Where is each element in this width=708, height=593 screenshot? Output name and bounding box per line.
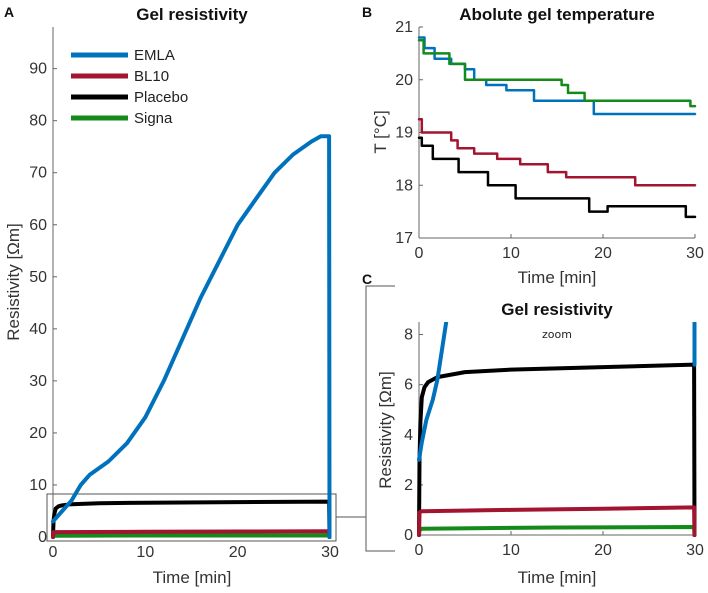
y-tick-label: 70	[29, 165, 47, 182]
x-tick-label: 20	[229, 544, 247, 561]
x-tick-label: 10	[136, 544, 154, 561]
y-tick-label: 60	[29, 217, 47, 234]
y-tick-label: 50	[29, 269, 47, 286]
series-group	[417, 322, 697, 537]
y-tick-label: 80	[29, 113, 47, 130]
chart-a-title: Gel resistivity	[136, 5, 248, 24]
chart-c-xlabel: Time [min]	[518, 568, 597, 587]
chart-a: 0 10 20 30 40 50 60 70 80 90 0 10 20 30	[29, 27, 339, 561]
y-tick-label: 30	[29, 373, 47, 390]
y-tick-label: 20	[395, 72, 413, 89]
y-tick-label: 40	[29, 321, 47, 338]
chart-c: 0 2 4 6 8 0 10 20 30	[404, 322, 704, 559]
legend-label-signa: Signa	[134, 110, 173, 127]
series-group	[51, 134, 332, 539]
series-line-signa	[51, 533, 332, 539]
y-tick-label: 90	[29, 61, 47, 78]
series-line-placebo	[417, 136, 697, 219]
chart-c-zoom-annotation: zoom	[542, 328, 572, 341]
panel-label-b: B	[362, 4, 372, 20]
x-tick-label: 0	[415, 245, 424, 262]
x-tick-label: 10	[502, 542, 520, 559]
chart-a-xlabel: Time [min]	[153, 568, 232, 587]
y-tick-label: 0	[38, 529, 47, 546]
chart-a-ylabel: Resistivity [Ωm]	[4, 223, 23, 341]
y-tick-label: 10	[29, 477, 47, 494]
chart-b-title: Abolute gel temperature	[459, 5, 655, 24]
chart-c-ylabel: Resistivity [Ωm]	[376, 371, 395, 489]
x-tick-label: 30	[686, 542, 704, 559]
series-line-bl10	[417, 118, 697, 187]
y-tick-label: 17	[395, 230, 413, 247]
x-tick-label: 0	[415, 542, 424, 559]
series-line-placebo	[417, 362, 697, 537]
y-tick-label: 4	[404, 427, 413, 444]
legend-label-emla: EMLA	[134, 47, 175, 64]
x-tick-label: 20	[594, 245, 612, 262]
x-tick-label: 30	[686, 245, 704, 262]
y-tick-label: 2	[404, 477, 413, 494]
y-tick-label: 21	[395, 19, 413, 36]
x-tick-label: 10	[502, 245, 520, 262]
chart-b-xlabel: Time [min]	[518, 268, 597, 287]
y-tick-label: 8	[404, 327, 413, 344]
series-line-signa	[417, 38, 697, 108]
y-tick-label: 19	[395, 125, 413, 142]
y-tick-label: 6	[404, 377, 413, 394]
x-tick-label: 0	[49, 544, 58, 561]
legend: EMLA BL10 Placebo Signa	[71, 47, 188, 127]
series-line-emla	[51, 134, 332, 539]
panel-label-a: A	[4, 4, 14, 20]
y-tick-label: 0	[404, 527, 413, 544]
x-tick-label: 30	[321, 544, 339, 561]
chart-b: 17 18 19 20 21 0 10 20 30	[395, 19, 704, 262]
series-line-emla	[417, 36, 697, 116]
x-tick-label: 20	[594, 542, 612, 559]
y-tick-label: 18	[395, 177, 413, 194]
series-group	[417, 36, 697, 219]
zoom-connector-bracket	[336, 285, 395, 552]
chart-b-ylabel: T [°C]	[371, 110, 390, 153]
y-tick-label: 20	[29, 425, 47, 442]
series-line-signa	[417, 525, 697, 537]
legend-label-bl10: BL10	[134, 68, 169, 85]
legend-label-placebo: Placebo	[134, 89, 188, 106]
series-line-bl10	[417, 505, 697, 537]
panel-label-c: C	[362, 271, 372, 287]
series-line-emla	[417, 322, 449, 462]
chart-c-title: Gel resistivity	[501, 300, 613, 319]
